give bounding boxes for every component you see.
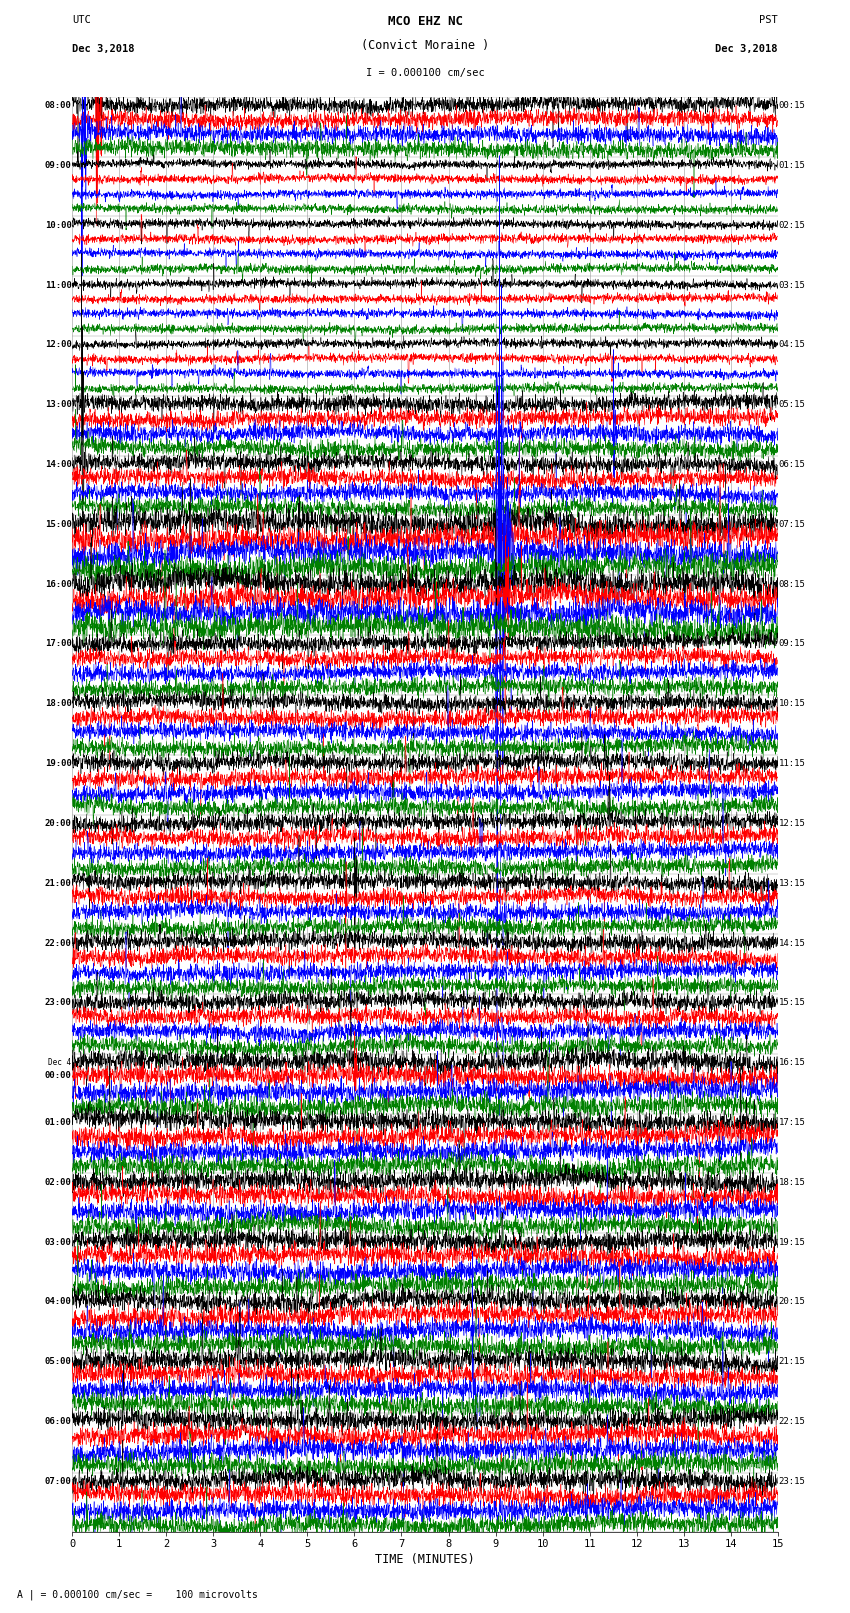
Text: 08:00: 08:00 (45, 102, 71, 110)
Text: Dec 3,2018: Dec 3,2018 (72, 44, 135, 53)
Text: 17:00: 17:00 (45, 639, 71, 648)
Text: 09:15: 09:15 (779, 639, 805, 648)
Text: 03:15: 03:15 (779, 281, 805, 289)
Text: 19:15: 19:15 (779, 1237, 805, 1247)
Text: 12:15: 12:15 (779, 819, 805, 827)
Text: 08:15: 08:15 (779, 579, 805, 589)
Text: (Convict Moraine ): (Convict Moraine ) (361, 39, 489, 52)
Text: 04:15: 04:15 (779, 340, 805, 350)
Text: 04:00: 04:00 (45, 1297, 71, 1307)
Text: 17:15: 17:15 (779, 1118, 805, 1127)
Text: 11:00: 11:00 (45, 281, 71, 289)
Text: 01:00: 01:00 (45, 1118, 71, 1127)
Text: 20:15: 20:15 (779, 1297, 805, 1307)
Text: 01:15: 01:15 (779, 161, 805, 169)
Text: 22:15: 22:15 (779, 1418, 805, 1426)
Text: UTC: UTC (72, 15, 91, 24)
Text: MCO EHZ NC: MCO EHZ NC (388, 15, 462, 27)
Text: 03:00: 03:00 (45, 1237, 71, 1247)
Text: 05:15: 05:15 (779, 400, 805, 410)
Text: 13:15: 13:15 (779, 879, 805, 887)
Text: 05:00: 05:00 (45, 1357, 71, 1366)
Text: 07:00: 07:00 (45, 1478, 71, 1486)
Text: 00:15: 00:15 (779, 102, 805, 110)
X-axis label: TIME (MINUTES): TIME (MINUTES) (375, 1553, 475, 1566)
Text: 15:00: 15:00 (45, 519, 71, 529)
Text: 07:15: 07:15 (779, 519, 805, 529)
Text: 02:00: 02:00 (45, 1177, 71, 1187)
Text: 21:00: 21:00 (45, 879, 71, 887)
Text: 09:00: 09:00 (45, 161, 71, 169)
Text: 06:00: 06:00 (45, 1418, 71, 1426)
Text: A | = 0.000100 cm/sec =    100 microvolts: A | = 0.000100 cm/sec = 100 microvolts (17, 1589, 258, 1600)
Text: 19:00: 19:00 (45, 760, 71, 768)
Text: 18:15: 18:15 (779, 1177, 805, 1187)
Text: 14:15: 14:15 (779, 939, 805, 947)
Text: 10:00: 10:00 (45, 221, 71, 229)
Text: 10:15: 10:15 (779, 700, 805, 708)
Text: 15:15: 15:15 (779, 998, 805, 1007)
Text: I = 0.000100 cm/sec: I = 0.000100 cm/sec (366, 68, 484, 77)
Text: 00:00: 00:00 (45, 1071, 71, 1081)
Text: 22:00: 22:00 (45, 939, 71, 947)
Text: 06:15: 06:15 (779, 460, 805, 469)
Text: 23:15: 23:15 (779, 1478, 805, 1486)
Text: 21:15: 21:15 (779, 1357, 805, 1366)
Text: 02:15: 02:15 (779, 221, 805, 229)
Text: 12:00: 12:00 (45, 340, 71, 350)
Text: Dec 3,2018: Dec 3,2018 (715, 44, 778, 53)
Text: 16:15: 16:15 (779, 1058, 805, 1068)
Text: Dec 4: Dec 4 (48, 1058, 71, 1068)
Text: PST: PST (759, 15, 778, 24)
Text: 16:00: 16:00 (45, 579, 71, 589)
Text: 13:00: 13:00 (45, 400, 71, 410)
Text: 18:00: 18:00 (45, 700, 71, 708)
Text: 14:00: 14:00 (45, 460, 71, 469)
Text: 11:15: 11:15 (779, 760, 805, 768)
Text: 20:00: 20:00 (45, 819, 71, 827)
Text: 23:00: 23:00 (45, 998, 71, 1007)
